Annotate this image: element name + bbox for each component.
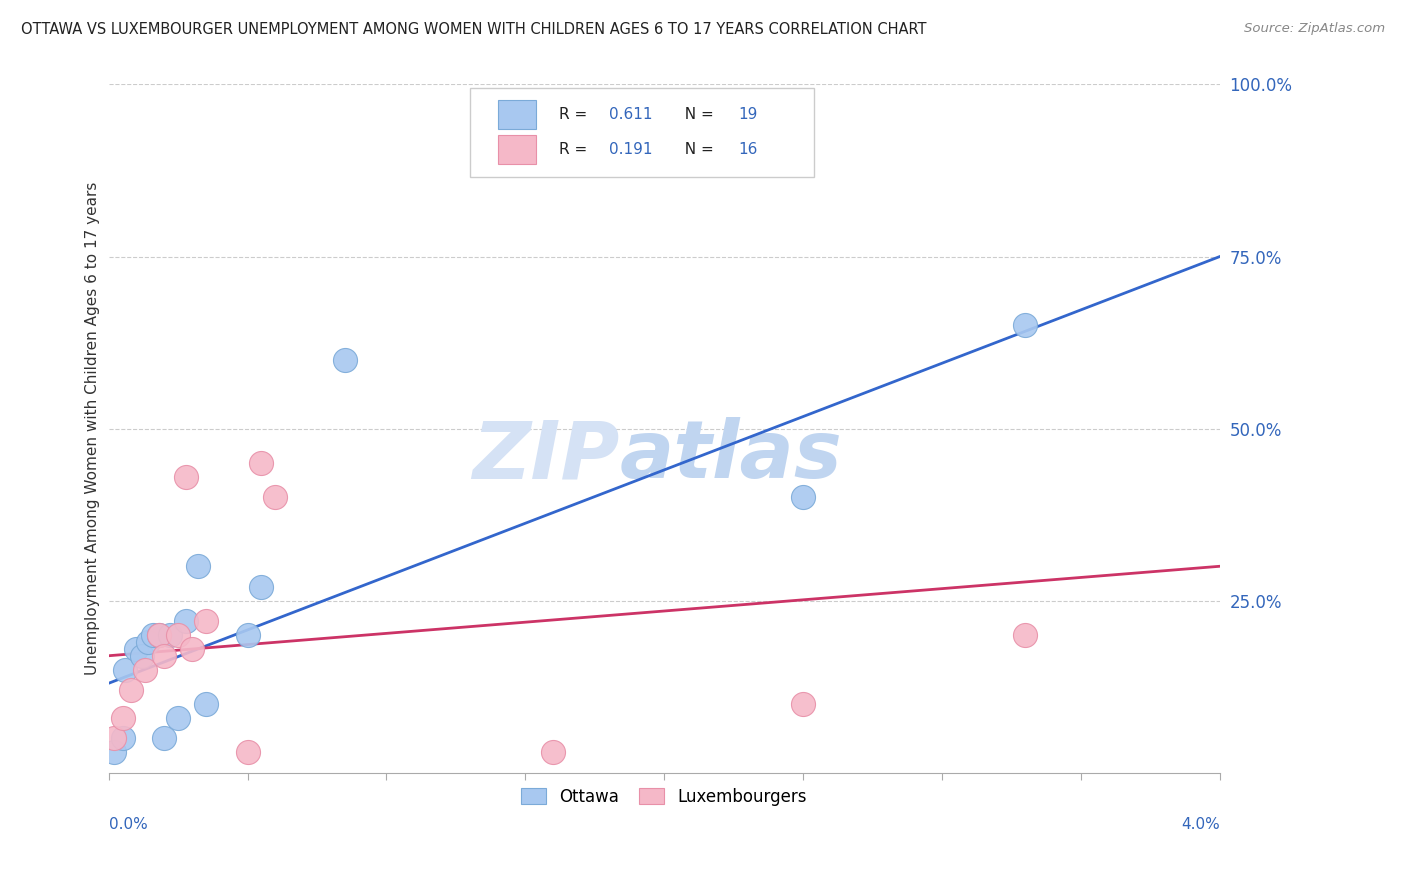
Point [103,745,125,759]
Text: 0.611: 0.611 [609,106,652,121]
Point [1014,628,1036,642]
Point [541,745,564,759]
Text: atlas: atlas [620,417,842,495]
Point [111,711,134,725]
Point [792,697,814,711]
Point [159,628,181,642]
FancyBboxPatch shape [498,100,537,129]
Point [236,745,259,759]
Text: Source: ZipAtlas.com: Source: ZipAtlas.com [1244,22,1385,36]
Text: 16: 16 [738,143,758,157]
Point [194,615,217,629]
Point [194,697,217,711]
Point [181,641,204,656]
Point [103,731,125,746]
Text: 19: 19 [738,106,758,121]
Point [111,731,134,746]
Point [250,456,273,470]
Text: ZIP: ZIP [472,417,620,495]
Point [153,731,176,746]
Text: R =: R = [558,106,592,121]
Point [792,491,814,505]
Y-axis label: Unemployment Among Women with Children Ages 6 to 17 years: Unemployment Among Women with Children A… [86,182,100,675]
FancyBboxPatch shape [470,88,814,178]
Point [167,711,190,725]
Point [120,683,142,698]
Point [153,648,176,663]
Point [148,628,170,642]
Point [134,663,156,677]
Text: N =: N = [675,106,718,121]
Point [176,615,198,629]
Text: OTTAWA VS LUXEMBOURGER UNEMPLOYMENT AMONG WOMEN WITH CHILDREN AGES 6 TO 17 YEARS: OTTAWA VS LUXEMBOURGER UNEMPLOYMENT AMON… [21,22,927,37]
Point [250,580,273,594]
Point [167,628,190,642]
Legend: Ottawa, Luxembourgers: Ottawa, Luxembourgers [515,781,814,813]
Point [264,491,287,505]
Point [131,648,153,663]
Point [186,559,208,574]
Point [136,635,159,649]
Point [333,352,356,367]
Text: N =: N = [675,143,718,157]
Point [236,628,259,642]
Point [142,628,165,642]
Point [148,628,170,642]
Point [114,663,136,677]
Point [1014,318,1036,333]
Text: 0.191: 0.191 [609,143,652,157]
Text: R =: R = [558,143,592,157]
Text: 0.0%: 0.0% [108,817,148,832]
Point [176,470,198,484]
Point [125,641,148,656]
FancyBboxPatch shape [498,135,537,163]
Text: 4.0%: 4.0% [1181,817,1220,832]
